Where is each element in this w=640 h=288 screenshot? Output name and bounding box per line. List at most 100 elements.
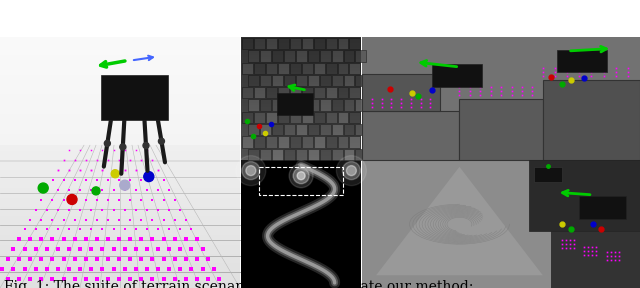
Bar xyxy=(278,112,289,123)
Bar xyxy=(242,112,253,123)
Circle shape xyxy=(246,166,256,176)
Bar xyxy=(266,87,276,98)
Bar xyxy=(301,112,312,123)
Bar xyxy=(337,62,349,74)
Bar xyxy=(529,160,640,231)
Bar xyxy=(337,87,349,98)
Bar xyxy=(301,87,312,98)
Bar xyxy=(355,99,367,111)
Bar xyxy=(355,124,367,135)
Circle shape xyxy=(120,144,126,150)
Bar xyxy=(326,87,337,98)
Bar xyxy=(242,136,253,148)
Bar xyxy=(260,149,271,160)
Bar xyxy=(337,136,349,148)
Bar xyxy=(248,99,259,111)
Bar xyxy=(349,112,360,123)
Bar xyxy=(349,87,360,98)
Bar xyxy=(253,62,265,74)
Bar xyxy=(355,75,367,86)
Bar xyxy=(242,62,253,74)
Bar xyxy=(253,136,265,148)
Bar xyxy=(344,99,355,111)
Bar xyxy=(337,112,349,123)
Bar xyxy=(296,124,307,135)
Bar xyxy=(355,50,367,62)
Circle shape xyxy=(342,162,360,180)
Bar xyxy=(290,38,301,49)
Bar xyxy=(266,38,276,49)
Bar xyxy=(296,99,307,111)
Bar xyxy=(272,149,283,160)
Circle shape xyxy=(297,172,305,180)
Bar xyxy=(308,149,319,160)
Bar xyxy=(332,149,342,160)
Bar xyxy=(272,99,283,111)
Bar xyxy=(314,87,324,98)
Bar xyxy=(308,99,319,111)
Circle shape xyxy=(346,166,356,176)
Bar xyxy=(349,136,360,148)
Bar xyxy=(308,75,319,86)
Bar xyxy=(272,124,283,135)
Polygon shape xyxy=(362,167,543,275)
Bar xyxy=(290,112,301,123)
Bar xyxy=(278,136,289,148)
Bar xyxy=(272,75,283,86)
Bar xyxy=(266,112,276,123)
Bar xyxy=(101,75,168,120)
Circle shape xyxy=(92,187,100,195)
Bar xyxy=(272,50,283,62)
Bar xyxy=(579,196,626,219)
Bar xyxy=(248,50,259,62)
Bar xyxy=(332,75,342,86)
Bar xyxy=(284,149,294,160)
Bar xyxy=(260,50,271,62)
Bar xyxy=(332,99,342,111)
Circle shape xyxy=(67,194,77,204)
Bar xyxy=(332,50,342,62)
Bar xyxy=(296,149,307,160)
Bar xyxy=(314,38,324,49)
Bar xyxy=(543,80,640,160)
Bar xyxy=(308,124,319,135)
Bar xyxy=(259,167,343,195)
Bar xyxy=(253,38,265,49)
Circle shape xyxy=(236,156,266,186)
Bar xyxy=(284,50,294,62)
Bar xyxy=(349,62,360,74)
Bar xyxy=(253,112,265,123)
Bar xyxy=(319,99,330,111)
Circle shape xyxy=(143,143,149,149)
Circle shape xyxy=(38,183,48,193)
Bar xyxy=(326,38,337,49)
Bar xyxy=(460,99,543,160)
Bar xyxy=(332,124,342,135)
Bar xyxy=(290,87,301,98)
Bar xyxy=(308,50,319,62)
Bar xyxy=(278,87,289,98)
Bar xyxy=(349,38,360,49)
Bar xyxy=(319,149,330,160)
Circle shape xyxy=(144,172,154,182)
Bar xyxy=(248,75,259,86)
Circle shape xyxy=(111,170,119,178)
Bar xyxy=(260,99,271,111)
Bar xyxy=(431,65,482,87)
Bar xyxy=(314,112,324,123)
Bar xyxy=(242,38,253,49)
Bar xyxy=(277,93,313,115)
Bar xyxy=(253,87,265,98)
Bar xyxy=(266,62,276,74)
Bar xyxy=(290,62,301,74)
Bar xyxy=(362,111,460,160)
Circle shape xyxy=(289,164,313,188)
Bar xyxy=(557,50,607,72)
Bar xyxy=(344,124,355,135)
Bar xyxy=(248,124,259,135)
Bar xyxy=(301,38,312,49)
Bar xyxy=(326,62,337,74)
Bar xyxy=(290,136,301,148)
Bar xyxy=(362,74,440,111)
Text: Fig. 1: The suite of terrain scenarios used to evaluate our method:: Fig. 1: The suite of terrain scenarios u… xyxy=(4,280,474,288)
